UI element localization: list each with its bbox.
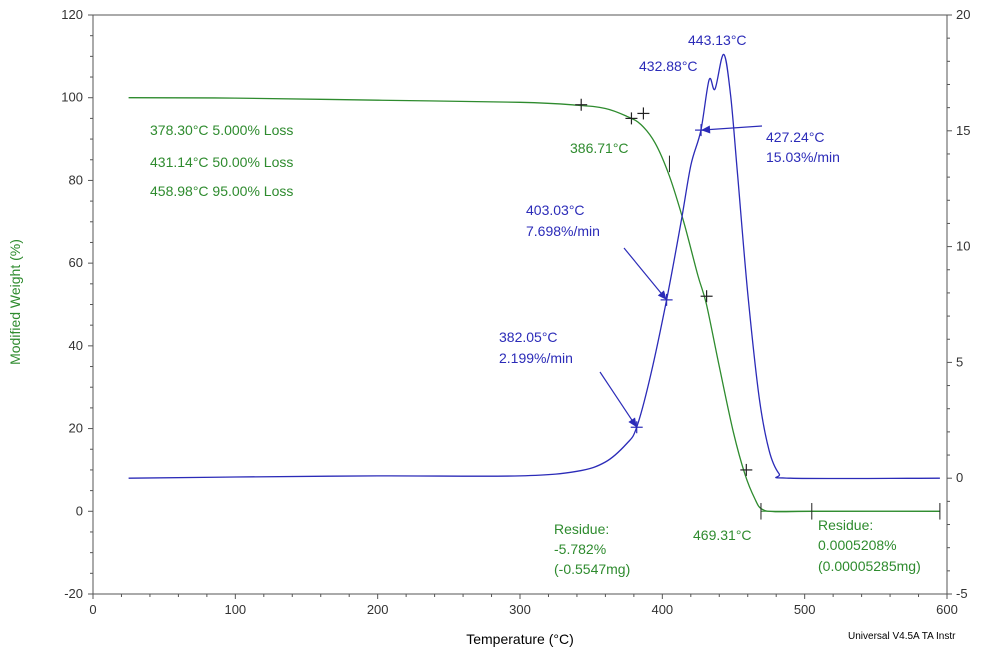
residue-right-label: Residue: 0.0005208% (0.00005285mg) bbox=[818, 517, 921, 574]
peak-a-label: 432.88°C bbox=[639, 58, 698, 74]
y-left-tick-label: 100 bbox=[61, 90, 83, 105]
deriv-b-label: 403.03°C 7.698%/min bbox=[526, 202, 600, 239]
svg-text:15.03%/min: 15.03%/min bbox=[766, 149, 840, 165]
x-tick-label: 300 bbox=[509, 602, 531, 617]
y-right-tick-label: 10 bbox=[956, 239, 970, 254]
svg-text:427.24°C: 427.24°C bbox=[766, 129, 825, 145]
weight-loss-95-label: 458.98°C 95.00% Loss bbox=[150, 183, 293, 199]
onset-marker bbox=[637, 107, 650, 120]
weight-50-marker bbox=[700, 290, 713, 303]
y-left-tick-label: -20 bbox=[64, 586, 83, 601]
y-left-tick-label: 80 bbox=[69, 172, 83, 187]
weight-loss-50-label: 431.14°C 50.00% Loss bbox=[150, 154, 293, 170]
weight-loss-5-label: 378.30°C 5.000% Loss bbox=[150, 122, 293, 138]
svg-text:-5.782%: -5.782% bbox=[554, 541, 606, 557]
y-left-tick-label: 120 bbox=[61, 7, 83, 22]
y-left-tick-label: 40 bbox=[69, 338, 83, 353]
svg-text:Residue:: Residue: bbox=[818, 517, 873, 533]
x-tick-label: 200 bbox=[367, 602, 389, 617]
x-tick-label: 500 bbox=[794, 602, 816, 617]
x-tick-label: 0 bbox=[89, 602, 96, 617]
svg-text:403.03°C: 403.03°C bbox=[526, 202, 585, 218]
deriv-a-label: 382.05°C 2.199%/min bbox=[499, 329, 573, 366]
weight-95-marker bbox=[740, 463, 753, 476]
y-right-tick-label: 0 bbox=[956, 470, 963, 485]
y-left-tick-label: 0 bbox=[76, 503, 83, 518]
svg-text:(-0.5547mg): (-0.5547mg) bbox=[554, 561, 630, 577]
y-left-tick-label: 20 bbox=[69, 421, 83, 436]
onset-start-marker bbox=[575, 98, 588, 111]
y-right-tick-label: 15 bbox=[956, 123, 970, 138]
weight-5-marker bbox=[625, 112, 638, 125]
x-tick-label: 100 bbox=[224, 602, 246, 617]
svg-text:2.199%/min: 2.199%/min bbox=[499, 350, 573, 366]
end-temp-label: 469.31°C bbox=[693, 527, 752, 543]
deriv-a-arrow bbox=[599, 371, 638, 428]
y-right-tick-label: -5 bbox=[956, 586, 968, 601]
deriv-b-arrow bbox=[623, 247, 668, 301]
y-left-tick-label: 60 bbox=[69, 255, 83, 270]
footer-text: Universal V4.5A TA Instr bbox=[848, 631, 956, 642]
svg-text:382.05°C: 382.05°C bbox=[499, 329, 558, 345]
svg-text:7.698%/min: 7.698%/min bbox=[526, 223, 600, 239]
onset-temp-label: 386.71°C bbox=[570, 140, 629, 156]
peak-b-label: 443.13°C bbox=[688, 32, 747, 48]
svg-text:0.0005208%: 0.0005208% bbox=[818, 537, 897, 553]
x-tick-label: 400 bbox=[651, 602, 673, 617]
derivative-curve bbox=[128, 53, 940, 480]
y-right-tick-label: 5 bbox=[956, 354, 963, 369]
x-axis-title: Temperature (°C) bbox=[466, 631, 574, 647]
y-axis-title: Modified Weight (%) bbox=[7, 239, 23, 365]
y-right-tick-label: 20 bbox=[956, 7, 970, 22]
deriv-c-label: 427.24°C 15.03%/min bbox=[766, 129, 840, 165]
x-tick-label: 600 bbox=[936, 602, 958, 617]
residue-left-label: Residue: -5.782% (-0.5547mg) bbox=[554, 521, 630, 577]
deriv-c-arrow bbox=[701, 125, 763, 134]
svg-text:Residue:: Residue: bbox=[554, 521, 609, 537]
svg-text:(0.00005285mg): (0.00005285mg) bbox=[818, 558, 921, 574]
